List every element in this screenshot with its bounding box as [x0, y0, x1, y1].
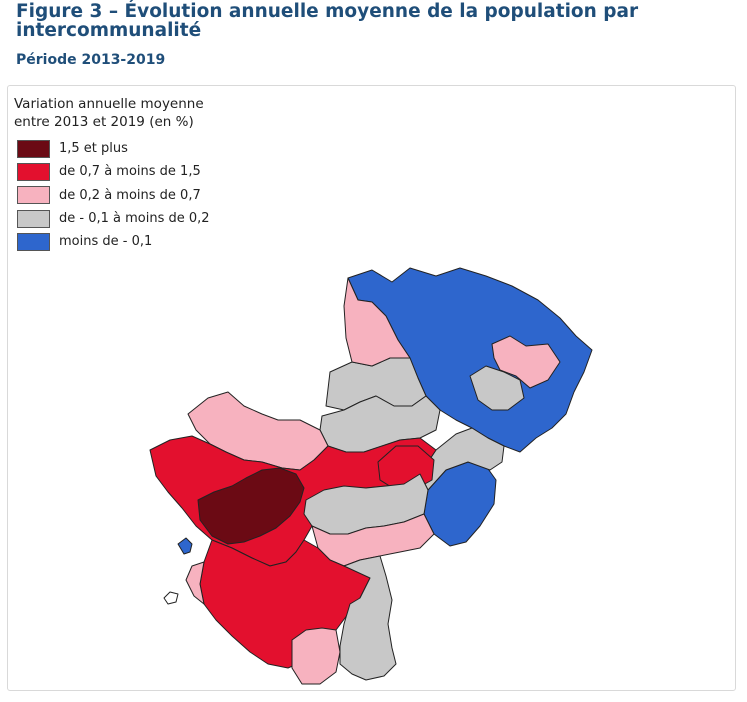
- region-north-pink: [343, 277, 411, 367]
- legend-item-minus-0-1-to-0-2: de - 0,1 à moins de 0,2: [17, 207, 210, 230]
- figure-subtitle: Période 2013-2019: [16, 52, 166, 68]
- legend-swatch: [17, 162, 50, 181]
- legend-label: de - 0,1 à moins de 0,2: [59, 211, 210, 227]
- legend-swatch: [17, 209, 50, 228]
- region-coast-pink: [185, 561, 205, 605]
- island-blue: [177, 537, 193, 555]
- legend-label: 1,5 et plus: [59, 141, 128, 157]
- legend-title-line-2: entre 2013 et 2019 (en %): [14, 114, 194, 130]
- legend-item-0-2-to-0-7: de 0,2 à moins de 0,7: [17, 184, 210, 207]
- legend-item-0-7-to-1-5: de 0,7 à moins de 1,5: [17, 160, 210, 183]
- legend-swatch: [17, 139, 50, 158]
- region-southeast-grey: [339, 555, 397, 681]
- legend-item-1-5-plus: 1,5 et plus: [17, 137, 210, 160]
- region-ne-pink-1: [491, 335, 561, 389]
- figure-title: Figure 3 – Évolution annuelle moyenne de…: [16, 1, 639, 41]
- legend-item-below-minus-0-1: moins de - 0,1: [17, 230, 210, 253]
- legend: 1,5 et plus de 0,7 à moins de 1,5 de 0,2…: [17, 137, 210, 253]
- region-dark-red-core: [197, 467, 305, 545]
- legend-label: moins de - 0,1: [59, 234, 153, 250]
- map-frame: [7, 85, 736, 691]
- legend-label: de 0,2 à moins de 0,7: [59, 187, 201, 203]
- legend-label: de 0,7 à moins de 1,5: [59, 164, 201, 180]
- legend-title-line-1: Variation annuelle moyenne: [14, 96, 204, 112]
- region-ne-grey-1: [469, 365, 525, 411]
- island-white: [163, 591, 179, 605]
- legend-swatch: [17, 186, 50, 205]
- legend-swatch: [17, 232, 50, 251]
- region-south-pink-2: [291, 627, 341, 685]
- legend-title: Variation annuelle moyenne entre 2013 et…: [14, 95, 274, 131]
